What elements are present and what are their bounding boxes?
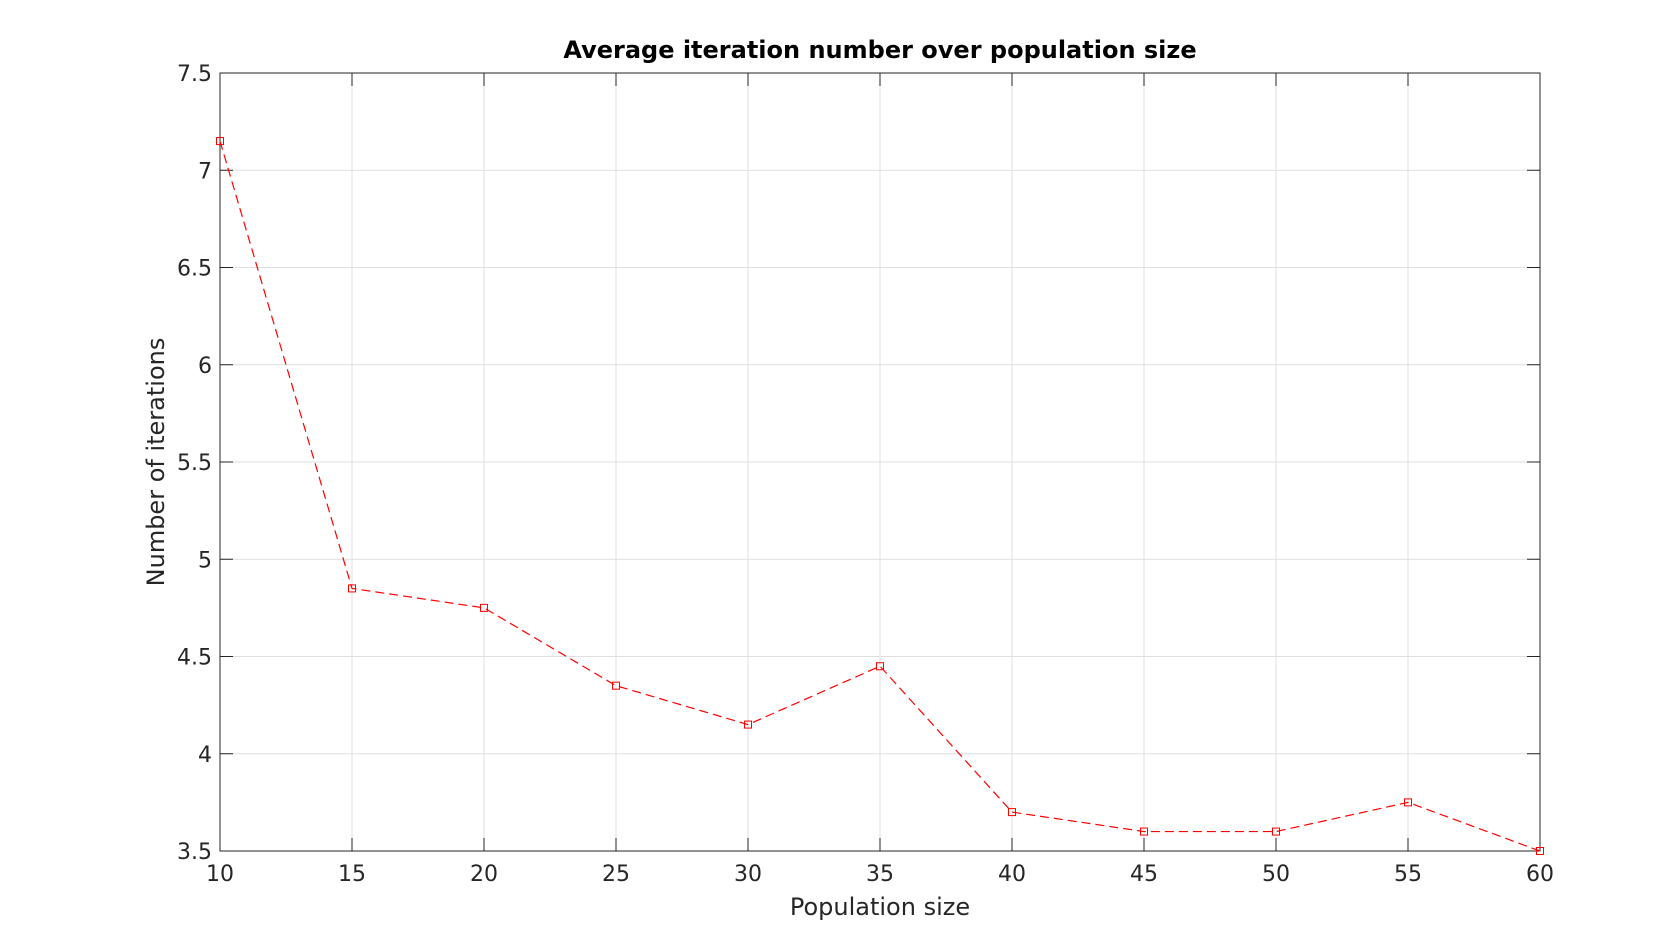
y-tick-label: 4 [198,743,212,768]
x-axis-tick-labels: 10 15 20 25 30 35 40 45 50 55 60 [206,862,1554,887]
data-point-marker [216,137,224,146]
series-group [216,137,1544,855]
data-point-marker [480,603,488,612]
x-tick-label: 20 [470,862,498,887]
y-tick-label: 7 [198,159,212,184]
grid-lines [220,73,1540,851]
x-axis-label: Population size [790,893,970,921]
data-point-marker [612,681,620,690]
y-axis-tick-labels: 3.5 4 4.5 5 5.5 6 6.5 7 7.5 [177,62,212,865]
y-tick-label: 5 [198,548,212,573]
x-tick-label: 45 [1130,862,1158,887]
axis-ticks [219,72,1541,852]
chart-title: Average iteration number over population… [563,36,1196,64]
data-point-marker [1404,798,1412,807]
y-axis-label: Number of iterations [142,338,170,587]
series-line [219,140,1541,852]
y-tick-label: 4.5 [177,646,212,671]
y-tick-label: 6 [198,354,212,379]
y-tick-label: 7.5 [177,62,212,87]
data-point-marker [744,720,752,729]
x-tick-label: 50 [1262,862,1290,887]
x-tick-label: 35 [866,862,894,887]
data-point-marker [1272,827,1280,836]
x-tick-label: 30 [734,862,762,887]
data-point-marker [348,584,356,593]
data-point-marker [1536,847,1544,855]
y-tick-label: 5.5 [177,451,212,476]
x-tick-label: 40 [998,862,1026,887]
x-tick-label: 60 [1526,862,1554,887]
y-tick-label: 6.5 [177,257,212,282]
x-tick-label: 10 [206,862,234,887]
x-tick-label: 55 [1394,862,1422,887]
data-point-marker [876,662,884,671]
x-tick-label: 15 [338,862,366,887]
data-point-marker [1140,827,1148,836]
x-tick-label: 25 [602,862,630,887]
y-tick-label: 3.5 [177,840,212,865]
data-point-marker [1008,808,1016,817]
